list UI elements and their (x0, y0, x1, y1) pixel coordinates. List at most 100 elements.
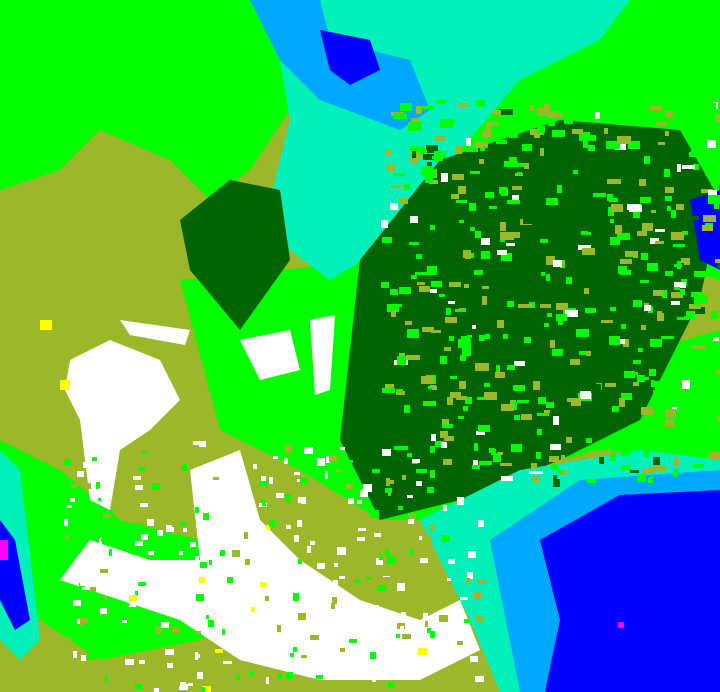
texture-pixel (540, 148, 544, 156)
texture-pixel (496, 365, 500, 373)
texture-pixel (175, 609, 182, 613)
texture-pixel (553, 416, 559, 425)
texture-pixel (509, 157, 517, 162)
texture-pixel (358, 528, 366, 531)
texture-pixel (232, 550, 240, 557)
texture-pixel (299, 640, 303, 646)
texture-pixel (441, 442, 447, 448)
texture-pixel (427, 628, 431, 633)
dark-green-forest (180, 180, 290, 330)
texture-pixel (260, 479, 268, 486)
texture-pixel (133, 476, 141, 480)
texture-pixel (326, 456, 330, 463)
texture-pixel (681, 358, 692, 366)
texture-pixel (277, 625, 281, 632)
texture-pixel (241, 585, 249, 588)
texture-pixel (457, 641, 463, 645)
texture-pixel (621, 324, 626, 329)
texture-pixel (682, 380, 690, 389)
texture-pixel (443, 459, 452, 465)
magenta-pixel-sea (618, 622, 624, 628)
texture-pixel (261, 476, 266, 481)
texture-pixel (517, 163, 525, 167)
texture-pixel (416, 481, 422, 486)
texture-pixel (682, 231, 688, 235)
texture-pixel (357, 537, 365, 541)
texture-pixel (569, 109, 576, 114)
texture-pixel (673, 469, 678, 477)
texture-pixel (653, 290, 663, 296)
texture-pixel (90, 587, 96, 592)
texture-pixel (245, 559, 250, 565)
texture-pixel (599, 457, 604, 464)
texture-pixel (641, 325, 646, 330)
texture-pixel (382, 237, 392, 243)
texture-pixel (647, 263, 658, 271)
texture-pixel (552, 349, 563, 356)
texture-pixel (549, 456, 559, 462)
texture-pixel (610, 237, 620, 245)
texture-pixel (625, 251, 638, 258)
texture-pixel (200, 562, 207, 568)
texture-pixel (448, 301, 455, 304)
texture-pixel (315, 602, 322, 610)
texture-pixel (673, 458, 679, 466)
texture-pixel (566, 277, 572, 284)
texture-pixel (265, 596, 269, 601)
texture-pixel (476, 346, 485, 351)
texture-pixel (434, 151, 446, 158)
texture-pixel (507, 200, 520, 204)
texture-pixel (501, 350, 511, 358)
texture-pixel (211, 472, 214, 476)
texture-pixel (384, 410, 394, 416)
texture-pixel (693, 464, 704, 468)
texture-pixel (524, 163, 529, 169)
texture-pixel (484, 383, 490, 387)
texture-pixel (430, 524, 434, 531)
texture-pixel (479, 461, 491, 465)
texture-pixel (441, 535, 450, 542)
texture-pixel (220, 550, 225, 556)
texture-pixel (297, 520, 302, 527)
texture-pixel (63, 637, 71, 642)
texture-pixel (709, 452, 720, 459)
texture-pixel (677, 317, 687, 320)
texture-pixel (139, 660, 145, 664)
texture-pixel (423, 613, 428, 621)
texture-pixel (96, 482, 100, 489)
texture-pixel (304, 447, 313, 454)
texture-pixel (456, 396, 467, 400)
texture-pixel (569, 316, 574, 321)
texture-pixel (481, 251, 490, 259)
texture-pixel (481, 238, 490, 245)
texture-pixel (536, 452, 541, 459)
texture-pixel (482, 286, 489, 289)
texture-pixel (402, 475, 406, 480)
texture-pixel (610, 219, 614, 223)
texture-pixel (410, 146, 422, 151)
texture-pixel (283, 574, 290, 582)
texture-pixel (603, 174, 615, 181)
texture-pixel (482, 130, 492, 138)
texture-pixel (293, 647, 297, 652)
texture-pixel (458, 416, 464, 419)
texture-pixel (370, 652, 376, 659)
texture-pixel (429, 192, 438, 197)
texture-pixel (640, 280, 649, 283)
texture-pixel (655, 241, 664, 244)
texture-pixel (677, 413, 685, 421)
texture-pixel (533, 476, 539, 483)
texture-pixel (576, 329, 589, 337)
texture-pixel (548, 111, 558, 118)
texture-pixel (372, 674, 376, 682)
texture-pixel (405, 321, 412, 325)
texture-pixel (477, 397, 488, 400)
texture-pixel (546, 402, 554, 408)
texture-pixel (624, 371, 635, 378)
texture-pixel (392, 304, 402, 307)
texture-pixel (407, 495, 413, 498)
texture-pixel (501, 404, 514, 411)
texture-pixel (148, 551, 154, 555)
texture-pixel (671, 232, 684, 240)
